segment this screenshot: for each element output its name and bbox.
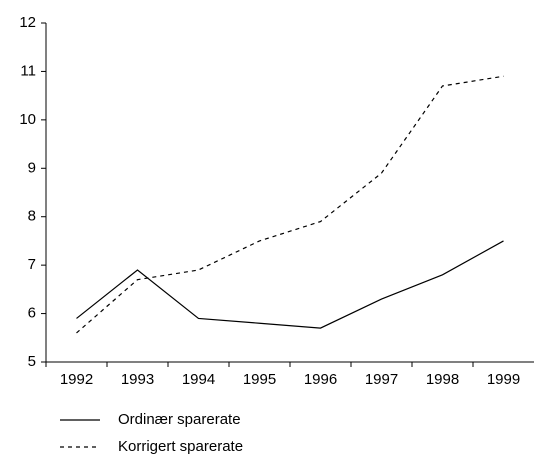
y-tick-label: 10 xyxy=(19,111,36,128)
legend-label: Korrigert sparerate xyxy=(118,438,243,455)
x-tick-label: 1999 xyxy=(487,371,520,388)
x-tick-label: 1997 xyxy=(365,371,398,388)
x-tick-label: 1994 xyxy=(182,371,215,388)
legend-label: Ordinær sparerate xyxy=(118,411,241,428)
y-tick-label: 5 xyxy=(28,353,36,370)
x-tick-label: 1996 xyxy=(304,371,337,388)
series-line xyxy=(76,240,504,329)
y-tick-label: 9 xyxy=(28,159,36,176)
series-line xyxy=(76,75,504,334)
x-tick-label: 1992 xyxy=(60,371,93,388)
y-tick-label: 7 xyxy=(28,256,36,273)
x-tick-label: 1998 xyxy=(426,371,459,388)
y-tick-label: 12 xyxy=(19,14,36,31)
x-tick-label: 1993 xyxy=(121,371,154,388)
y-tick-label: 11 xyxy=(20,62,36,79)
x-tick-label: 1995 xyxy=(243,371,276,388)
y-tick-label: 8 xyxy=(28,208,36,225)
y-tick-label: 6 xyxy=(28,305,36,322)
